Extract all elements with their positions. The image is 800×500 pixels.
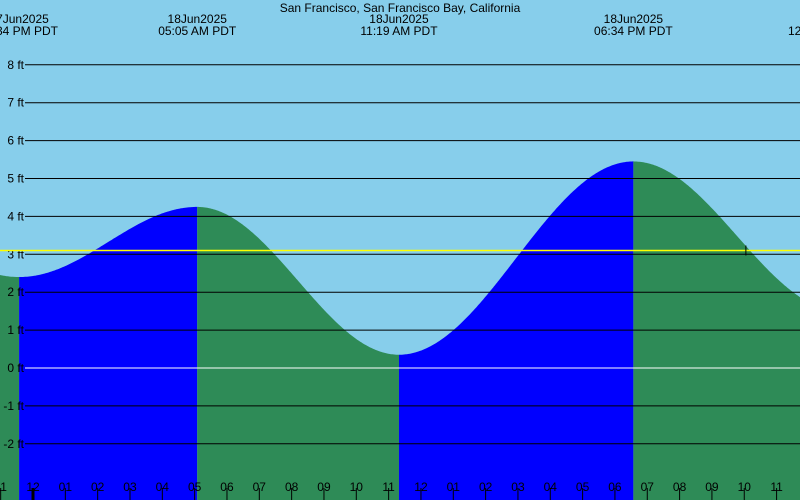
y-tick-label: 6 ft: [7, 134, 24, 148]
next-extreme-time-label: 12: [788, 24, 800, 38]
hour-label: 03: [511, 480, 525, 494]
extreme-date-label: 18Jun2025: [604, 12, 664, 26]
hour-label: 08: [285, 480, 299, 494]
falling-tide-area: [633, 161, 800, 500]
y-tick-label: -2 ft: [3, 437, 24, 451]
hour-label: 09: [705, 480, 719, 494]
extreme-time-label: 11:19 AM PDT: [360, 24, 438, 38]
y-tick-label: 5 ft: [7, 172, 24, 186]
extreme-time-label: 05:05 AM PDT: [158, 24, 237, 38]
hour-label: 07: [641, 480, 655, 494]
extreme-date-label: 17Jun2025: [0, 12, 49, 26]
y-tick-label: 4 ft: [7, 209, 24, 223]
hour-label: 04: [544, 480, 558, 494]
hour-label: 05: [188, 480, 202, 494]
rising-tide-area: [398, 161, 634, 500]
hour-label: 01: [59, 480, 73, 494]
y-tick-label: 3 ft: [7, 247, 24, 261]
chart-title: San Francisco, San Francisco Bay, Califo…: [280, 1, 521, 15]
y-tick-label: 2 ft: [7, 285, 24, 299]
hour-label: 12: [26, 480, 40, 494]
hour-label: 09: [317, 480, 331, 494]
hour-label: 02: [479, 480, 493, 494]
extreme-time-label: 06:34 PM PDT: [594, 24, 673, 38]
y-tick-label: 0 ft: [7, 361, 24, 375]
hour-label: 12: [414, 480, 428, 494]
hour-label: 03: [123, 480, 137, 494]
hour-label: 11: [770, 480, 783, 494]
extreme-date-label: 18Jun2025: [369, 12, 429, 26]
hour-label: 10: [738, 480, 752, 494]
y-tick-label: 1 ft: [7, 323, 24, 337]
falling-tide-area: [197, 206, 399, 500]
hour-label: 01: [447, 480, 461, 494]
hour-label: 06: [220, 480, 234, 494]
falling-tide-area: [0, 275, 20, 500]
y-tick-label: -1 ft: [3, 399, 24, 413]
hour-label: 06: [608, 480, 622, 494]
rising-tide-area: [19, 206, 198, 500]
y-tick-label: 8 ft: [7, 58, 24, 72]
hour-label: 11: [0, 480, 7, 494]
extreme-date-label: 18Jun2025: [168, 12, 228, 26]
hour-label: 11: [382, 480, 395, 494]
hour-label: 10: [350, 480, 364, 494]
hour-label: 08: [673, 480, 687, 494]
hour-label: 04: [156, 480, 170, 494]
extreme-time-label: 11:34 PM PDT: [0, 24, 59, 38]
hour-label: 07: [253, 480, 267, 494]
y-tick-label: 7 ft: [7, 96, 24, 110]
hour-label: 05: [576, 480, 590, 494]
hour-label: 02: [91, 480, 105, 494]
